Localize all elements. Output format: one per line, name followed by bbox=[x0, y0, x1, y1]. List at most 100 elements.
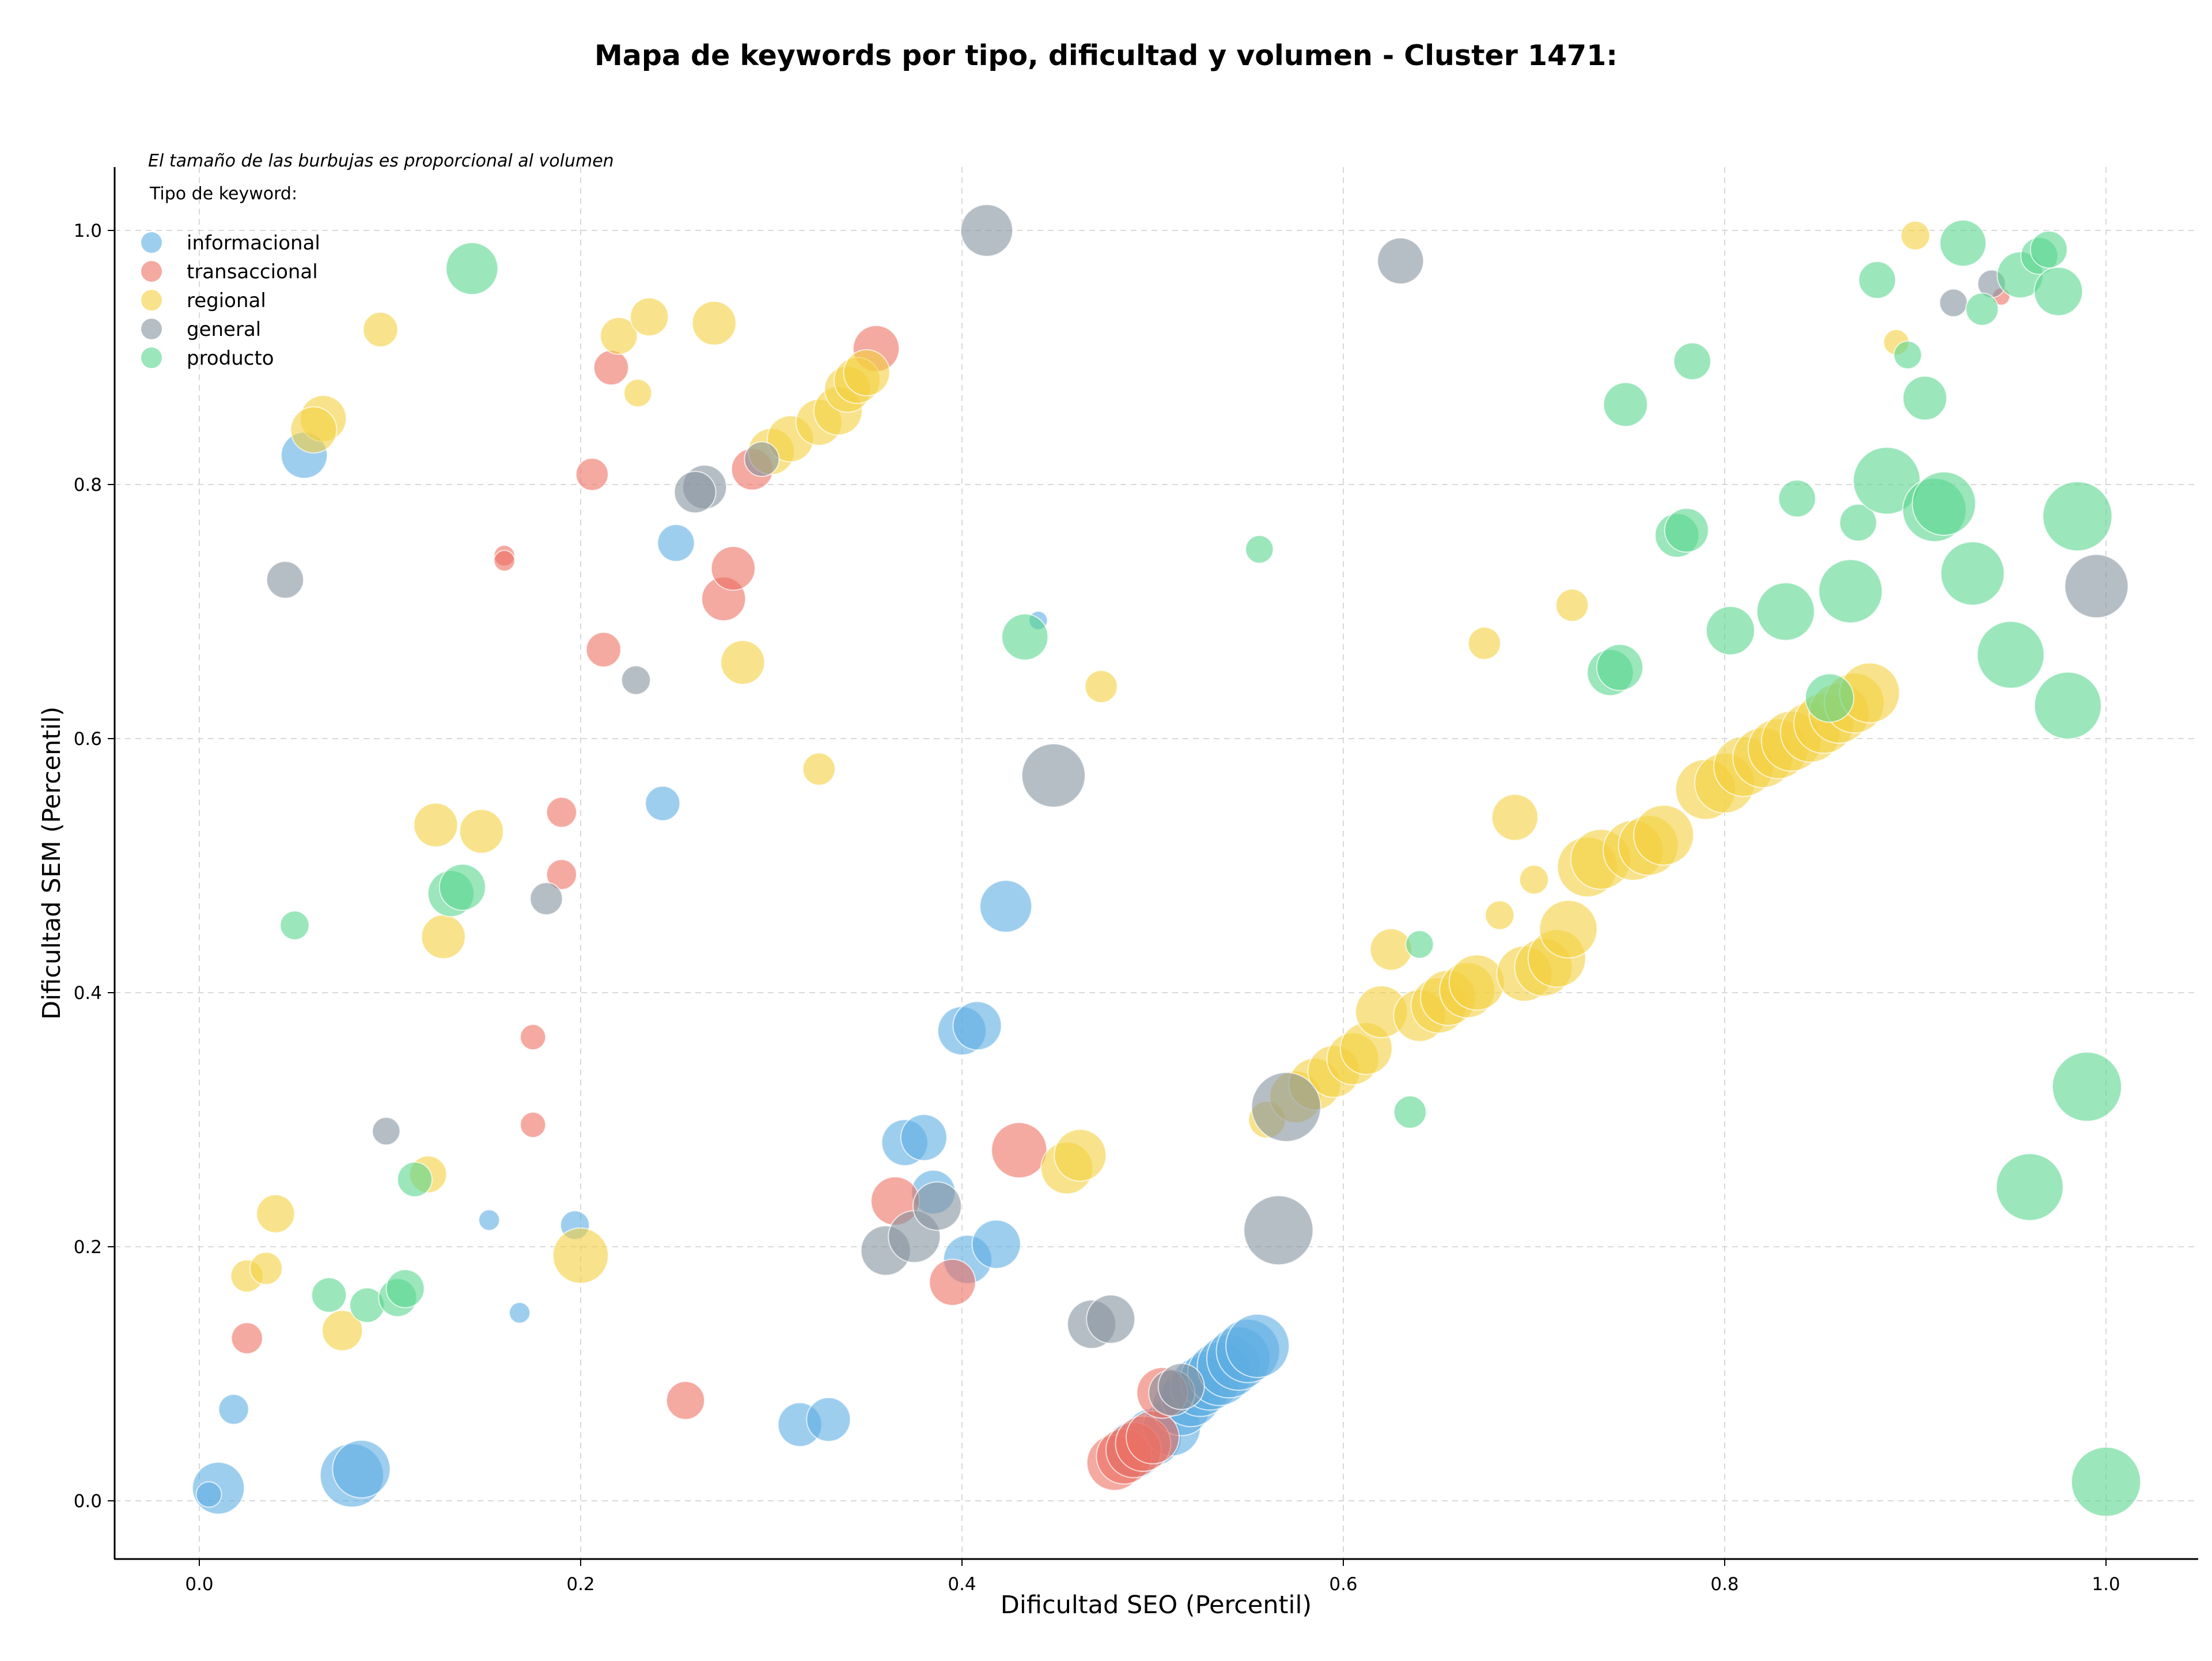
bubble-regional bbox=[362, 311, 399, 347]
bubble-producto bbox=[1393, 1095, 1427, 1129]
x-axis-label: Dificultad SEO (Percentil) bbox=[1001, 1591, 1312, 1620]
bubble-informacional bbox=[645, 785, 681, 822]
bubble-informacional bbox=[218, 1394, 249, 1425]
bubble-general bbox=[2064, 554, 2129, 619]
bubble-regional bbox=[600, 317, 638, 355]
bubble-transaccional bbox=[593, 350, 629, 386]
y-tick-label: 0.8 bbox=[74, 475, 102, 495]
bubble-producto bbox=[1664, 508, 1709, 553]
series-general bbox=[266, 204, 2129, 1417]
bubble-producto bbox=[1965, 292, 1999, 326]
bubble-layer bbox=[192, 204, 2141, 1517]
legend-label-producto: producto bbox=[187, 347, 274, 370]
bubble-regional bbox=[1491, 793, 1539, 841]
bubble-producto bbox=[1939, 220, 1987, 267]
bubble-producto bbox=[2033, 671, 2102, 740]
bubble-regional bbox=[1555, 588, 1589, 622]
bubble-producto bbox=[385, 1269, 425, 1308]
bubble-producto bbox=[438, 863, 486, 911]
bubble-general bbox=[1086, 1294, 1136, 1344]
bubble-transaccional bbox=[520, 1111, 547, 1138]
bubble-regional bbox=[691, 300, 737, 346]
legend-marker-regional bbox=[141, 290, 162, 311]
size-note: El tamaño de las burbujas es proporciona… bbox=[148, 151, 614, 171]
bubble-producto bbox=[1839, 504, 1877, 542]
x-tick-label: 1.0 bbox=[2092, 1574, 2120, 1595]
y-ticks: 0.0 0.2 0.4 0.6 0.8 1.0 bbox=[74, 221, 115, 1512]
bubble-general bbox=[673, 471, 717, 514]
bubble-transaccional bbox=[493, 550, 516, 572]
y-tick-label: 0.4 bbox=[74, 983, 102, 1004]
legend-marker-transaccional bbox=[141, 261, 162, 282]
bubble-transaccional bbox=[546, 796, 577, 828]
legend-label-general: general bbox=[187, 318, 261, 341]
x-ticks: 0.0 0.2 0.4 0.6 0.8 1.0 bbox=[185, 1559, 2120, 1595]
bubble-producto bbox=[1911, 471, 1976, 536]
bubble-regional bbox=[256, 1194, 296, 1234]
bubble-general bbox=[372, 1117, 401, 1146]
x-tick-label: 0.2 bbox=[566, 1574, 594, 1595]
x-tick-label: 0.4 bbox=[948, 1574, 976, 1595]
bubble-producto bbox=[1853, 447, 1921, 515]
bubble-transaccional bbox=[546, 858, 577, 890]
bubble-producto bbox=[1976, 620, 2045, 689]
bubble-producto bbox=[1405, 930, 1434, 959]
bubble-transaccional bbox=[520, 1024, 547, 1051]
bubble-informacional bbox=[900, 1114, 948, 1161]
legend-label-transaccional: transaccional bbox=[187, 260, 318, 283]
bubble-informacional bbox=[1225, 1313, 1290, 1378]
bubble-producto bbox=[1902, 376, 1948, 421]
bubble-transaccional bbox=[666, 1380, 706, 1420]
bubble-transaccional bbox=[575, 457, 609, 491]
legend-label-informacional: informacional bbox=[187, 232, 320, 255]
bubble-regional bbox=[459, 808, 504, 854]
bubble-regional bbox=[1539, 899, 1598, 959]
bubble-general bbox=[1021, 743, 1086, 808]
y-tick-label: 0.2 bbox=[74, 1237, 102, 1258]
bubble-regional bbox=[413, 802, 459, 847]
bubble-producto bbox=[445, 242, 499, 296]
bubble-informacional bbox=[509, 1301, 531, 1324]
chart-title: Mapa de keywords por tipo, dificultad y … bbox=[594, 39, 1618, 72]
bubble-general bbox=[744, 441, 780, 477]
y-tick-label: 1.0 bbox=[74, 221, 102, 241]
y-tick-label: 0.0 bbox=[74, 1491, 102, 1512]
bubble-regional bbox=[623, 379, 653, 408]
bubble-general bbox=[1939, 288, 1968, 317]
x-tick-label: 0.8 bbox=[1710, 1574, 1738, 1595]
bubble-general bbox=[960, 204, 1014, 257]
bubble-regional bbox=[249, 1251, 283, 1285]
bubble-general bbox=[266, 561, 304, 599]
bubble-producto bbox=[279, 910, 310, 941]
bubble-producto bbox=[2051, 1051, 2122, 1122]
x-tick-label: 0.6 bbox=[1329, 1574, 1357, 1595]
bubble-producto bbox=[1805, 673, 1855, 723]
bubble-informacional bbox=[952, 1001, 1002, 1051]
bubble-producto bbox=[1778, 479, 1816, 518]
bubble-regional bbox=[1467, 626, 1501, 660]
bubble-regional bbox=[843, 349, 891, 396]
bubble-general bbox=[1243, 1195, 1314, 1266]
bubble-general bbox=[1251, 1072, 1321, 1142]
bubble-informacional bbox=[971, 1219, 1021, 1269]
bubble-regional bbox=[321, 1310, 363, 1352]
bubble-producto bbox=[2042, 481, 2113, 552]
bubble-regional bbox=[1054, 1129, 1107, 1182]
bubble-informacional bbox=[806, 1397, 851, 1442]
y-tick-label: 0.6 bbox=[74, 729, 102, 750]
bubble-producto bbox=[1818, 559, 1883, 624]
bubble-transaccional bbox=[1126, 1410, 1180, 1465]
bubble-regional bbox=[802, 752, 836, 786]
bubble-informacional bbox=[979, 880, 1033, 933]
x-tick-label: 0.0 bbox=[185, 1574, 213, 1595]
bubble-regional bbox=[1519, 864, 1549, 895]
bubble-producto bbox=[1893, 340, 1922, 370]
bubble-transaccional bbox=[585, 631, 622, 668]
bubble-producto bbox=[2033, 266, 2084, 316]
bubble-producto bbox=[1673, 342, 1711, 381]
bubble-informacional bbox=[195, 1481, 222, 1508]
bubble-informacional bbox=[478, 1209, 501, 1231]
bubble-general bbox=[1157, 1363, 1205, 1410]
bubble-regional bbox=[552, 1227, 609, 1284]
